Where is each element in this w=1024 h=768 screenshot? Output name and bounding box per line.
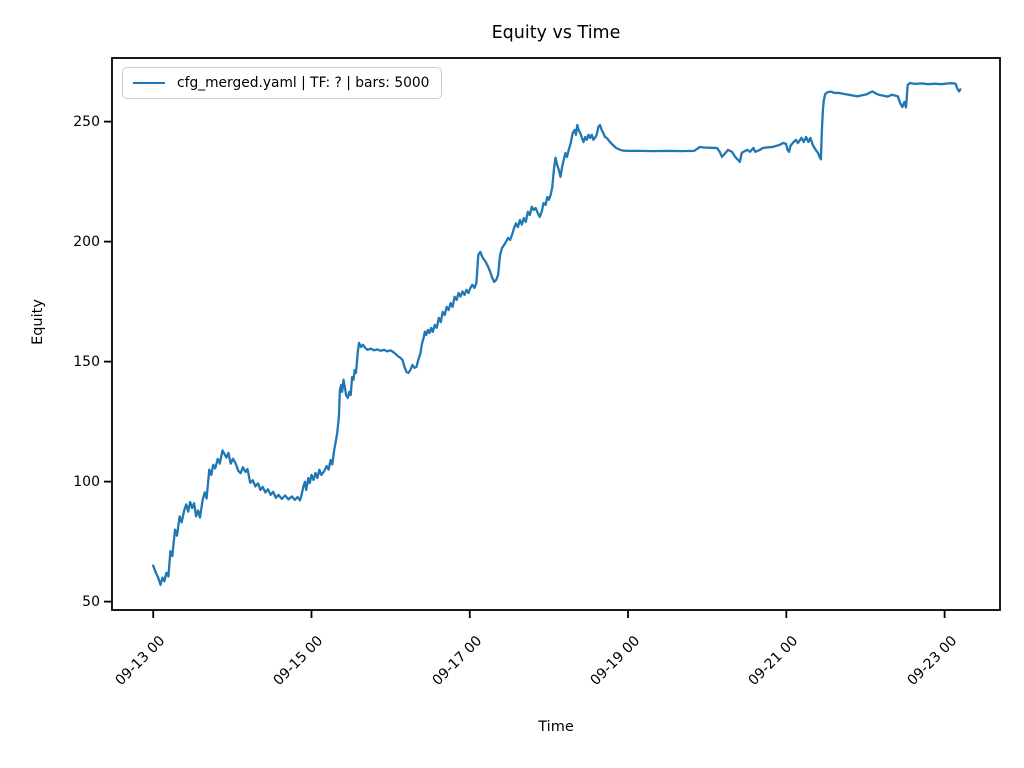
legend: cfg_merged.yaml | TF: ? | bars: 5000 bbox=[122, 67, 443, 99]
axes-spines bbox=[111, 57, 1001, 611]
axis-tick-marks bbox=[104, 120, 946, 618]
equity-line-series bbox=[152, 81, 962, 586]
legend-entry-label: cfg_merged.yaml | TF: ? | bars: 5000 bbox=[177, 75, 430, 91]
y-tick-label: 50 bbox=[82, 593, 100, 610]
chart-title: Equity vs Time bbox=[491, 23, 621, 43]
y-tick-label: 200 bbox=[73, 233, 100, 250]
y-tick-label: 150 bbox=[73, 353, 100, 370]
y-tick-label: 100 bbox=[73, 473, 100, 490]
x-axis-label: Time bbox=[538, 719, 574, 735]
y-tick-label: 250 bbox=[73, 113, 100, 130]
legend-line-sample-icon bbox=[133, 82, 165, 84]
